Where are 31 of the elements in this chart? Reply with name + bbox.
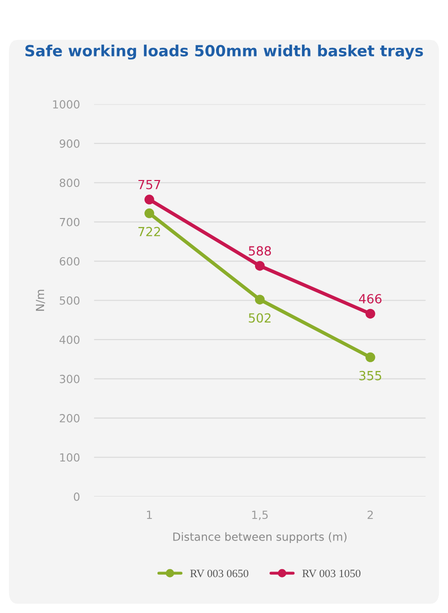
y-tick-label: 300 bbox=[60, 374, 80, 384]
legend-label: RV 003 0650 bbox=[190, 570, 248, 578]
x-tick-label: 1 bbox=[147, 510, 152, 519]
data-label: 466 bbox=[359, 294, 382, 304]
y-tick-label: 100 bbox=[60, 453, 80, 462]
point bbox=[254, 260, 265, 271]
y-tick-label: 0 bbox=[74, 492, 80, 501]
point bbox=[254, 294, 265, 304]
x-axis-title: Distance between supports (m) bbox=[173, 532, 346, 544]
y-tick-label: 800 bbox=[60, 178, 80, 188]
y-tick-label: 400 bbox=[60, 336, 80, 344]
data-label: 757 bbox=[138, 180, 160, 190]
chart-title: Safe working loads 500mm width basket trays bbox=[25, 44, 423, 60]
y-tick-label: 1000 bbox=[53, 100, 80, 109]
point bbox=[144, 208, 154, 218]
x-tick-label: 1,5 bbox=[252, 510, 268, 520]
point bbox=[365, 308, 376, 319]
point bbox=[365, 352, 376, 362]
data-label: 588 bbox=[248, 246, 271, 256]
y-tick-label: 600 bbox=[60, 257, 80, 266]
data-label: 722 bbox=[138, 226, 160, 236]
y-tick-label: 200 bbox=[60, 414, 80, 422]
y-tick-label: 700 bbox=[60, 218, 80, 226]
data-label: 502 bbox=[248, 313, 271, 323]
y-tick-label: 900 bbox=[60, 139, 80, 148]
y-tick-label: 500 bbox=[60, 296, 80, 305]
legend-label: RV 003 1050 bbox=[302, 570, 360, 578]
x-tick-label: 2 bbox=[368, 510, 373, 519]
point bbox=[144, 194, 154, 204]
data-label: 355 bbox=[359, 370, 382, 380]
y-axis-title: N/m bbox=[36, 290, 46, 311]
